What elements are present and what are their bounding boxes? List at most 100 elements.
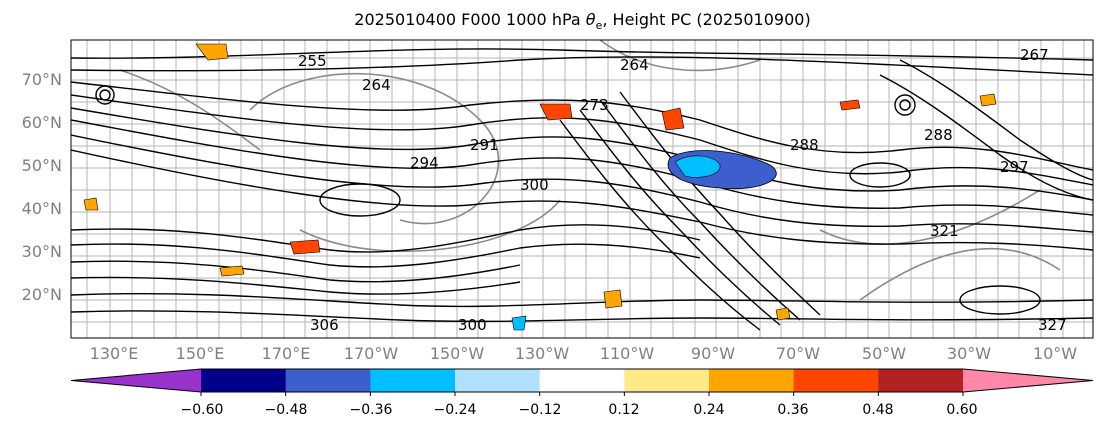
colorbar-tick-label: 0.48 (862, 402, 894, 418)
theta-e-contour (899, 99, 911, 111)
theta-e-contour (71, 48, 1093, 61)
positive-anomaly-area (289, 239, 321, 255)
theta-e-contour (71, 260, 521, 283)
theta-e-contour (71, 310, 1093, 323)
height-contour (249, 72, 500, 225)
height-contour (119, 69, 261, 151)
positive-anomaly-area (219, 265, 245, 277)
colorbar-segment (878, 369, 964, 392)
height-contour (299, 199, 561, 253)
map-title: 2025010400 F000 1000 hPa θe, Height PC (… (0, 10, 1105, 32)
colorbar-tick-label: 0.60 (946, 402, 978, 418)
lon-label: 150°E (175, 344, 225, 363)
theta-e-contour (71, 149, 1093, 251)
contour-label: 294 (410, 154, 439, 172)
theta-e-contour (71, 107, 1093, 201)
contour-label: 255 (298, 52, 327, 70)
positive-anomaly-area (83, 197, 99, 211)
theta-e-contour (319, 183, 401, 217)
colorbar (70, 368, 1094, 393)
positive-anomaly-area (839, 99, 861, 111)
contour-label: 264 (362, 76, 391, 94)
positive-anomaly-area (603, 289, 623, 309)
colorbar-segment (201, 369, 287, 392)
contour-label: 273 (580, 96, 609, 114)
theta-e-contour (95, 85, 115, 105)
colorbar-tick-label: −0.36 (349, 402, 393, 418)
theta-e-contour (71, 224, 701, 253)
colorbar-extend-min (71, 369, 201, 392)
lon-label: 170°W (343, 344, 399, 363)
map-background (71, 40, 1093, 338)
theta-e-contour (559, 119, 761, 331)
lon-label: 130°E (89, 344, 139, 363)
colorbar-segment (370, 369, 456, 392)
theta-e-contour (71, 56, 1093, 76)
positive-anomaly-area (661, 107, 685, 131)
contour-label: 288 (790, 136, 819, 154)
contour-label: 267 (1020, 46, 1049, 64)
height-pc-contours (119, 40, 1061, 301)
lon-label: 10°W (1032, 344, 1078, 363)
lat-label: 40°N (21, 199, 62, 218)
theta-e-contour (619, 91, 821, 316)
colorbar-tick-label: −0.60 (180, 402, 224, 418)
colorbar-ticks (200, 392, 964, 396)
colorbar-segment (709, 369, 795, 392)
colorbar-tick-label: −0.48 (264, 402, 308, 418)
theta-e-contour (579, 109, 781, 326)
positive-anomaly-area (979, 93, 997, 107)
contour-label: 300 (458, 316, 487, 334)
colorbar-segment (285, 369, 371, 392)
theta-symbol: θ (585, 10, 596, 29)
contour-label: 300 (520, 176, 549, 194)
positive-anomaly-area (195, 43, 229, 61)
theta-e-contour (879, 74, 1093, 201)
contour-label: 327 (1038, 316, 1067, 334)
theta-e-contour (71, 119, 1093, 216)
colorbar-segment (455, 369, 541, 392)
map-frame (70, 39, 1094, 339)
lat-label: 60°N (21, 113, 62, 132)
title-prefix: 2025010400 F000 1000 hPa (354, 10, 586, 29)
height-contour (599, 40, 761, 72)
theta-e-contour (599, 99, 801, 321)
contour-label: 291 (470, 136, 499, 154)
colorbar-extend-max (963, 369, 1093, 392)
lon-label: 30°W (946, 344, 992, 363)
pc-shading (83, 43, 997, 331)
colorbar-segment (624, 369, 710, 392)
theta-e-contour (959, 285, 1041, 315)
lat-label: 20°N (21, 285, 62, 304)
lon-label: 70°W (775, 344, 821, 363)
lon-label: 90°W (690, 344, 736, 363)
negative-anomaly-area (511, 315, 527, 331)
contour-label: 264 (620, 56, 649, 74)
theta-e-contour (99, 89, 111, 101)
theta-e-contour (899, 59, 1093, 181)
theta-e-contour (71, 134, 1093, 233)
theta-e-contour (71, 276, 521, 295)
lat-label: 70°N (21, 70, 62, 89)
theta-e-contour (849, 162, 911, 188)
contour-label: 288 (924, 126, 953, 144)
colorbar-tick-label: −0.12 (518, 402, 562, 418)
contour-label: 306 (310, 316, 339, 334)
colorbar-tick-label: 0.24 (693, 402, 725, 418)
positive-anomaly-area (539, 103, 573, 121)
title-suffix: , Height PC (2025010900) (602, 10, 811, 29)
lat-label: 30°N (21, 242, 62, 261)
contour-label: 321 (930, 222, 959, 240)
colorbar-segment (539, 369, 625, 392)
negative-anomaly-area (674, 155, 721, 178)
theta-e-contour (71, 292, 1093, 308)
contour-label: 297 (1000, 158, 1029, 176)
lat-label: 50°N (21, 156, 62, 175)
colorbar-tick-label: −0.24 (433, 402, 477, 418)
colorbar-tick-label: 0.36 (777, 402, 809, 418)
colorbar-tick-label: 0.12 (608, 402, 640, 418)
lon-label: 170°E (261, 344, 311, 363)
lon-label: 150°W (429, 344, 485, 363)
positive-anomaly-area (775, 307, 791, 321)
